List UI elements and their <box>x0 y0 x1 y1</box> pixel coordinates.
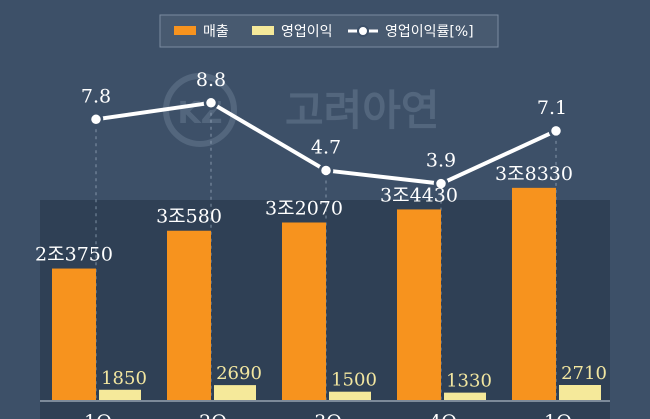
legend: 매출 영업이익 영업이익률[%] <box>159 14 499 48</box>
data-label-operating-profit: 1850 <box>101 368 147 389</box>
data-label-margin: 4.7 <box>311 136 341 158</box>
data-labels: 2조3750 1850 3조580 2690 3조2070 1500 3조4430 1330 3… <box>35 69 607 392</box>
data-label-sales: 3조2070 <box>265 197 343 219</box>
x-axis-ticks: 1Q 2Q 3Q 4Q 1Q <box>84 411 572 419</box>
margin-line-series <box>88 95 564 191</box>
legend-swatch-sales <box>174 26 196 35</box>
margin-point <box>88 112 104 127</box>
bars <box>40 187 610 402</box>
bar-sales <box>52 268 96 400</box>
x-tick-label: 2Q <box>199 411 227 419</box>
x-tick-label: 3Q <box>314 411 342 419</box>
x-tick-label: 1Q <box>84 411 112 419</box>
legend-label-sales: 매출 <box>203 24 229 40</box>
legend-swatch-operating-profit <box>252 26 274 35</box>
data-label-sales: 3조580 <box>156 206 222 228</box>
bar-operating-profit <box>444 392 486 400</box>
watermark: KZ 고려아연 <box>163 73 440 147</box>
bar-sales <box>282 222 326 400</box>
data-label-sales: 3조4430 <box>380 184 458 206</box>
data-label-margin: 7.1 <box>537 97 567 119</box>
bar-operating-profit <box>559 385 601 400</box>
legend-box <box>159 14 499 48</box>
margin-point <box>548 123 564 139</box>
data-label-sales: 3조8330 <box>495 163 573 185</box>
data-label-margin: 8.8 <box>196 69 226 91</box>
legend-label-margin: 영업이익률[%] <box>385 24 474 40</box>
legend-marker-margin <box>357 25 369 37</box>
bar-sales <box>512 187 556 400</box>
margin-point <box>433 176 449 191</box>
bar-sales <box>397 209 441 400</box>
legend-label-operating-profit: 영업이익 <box>281 24 333 40</box>
data-label-operating-profit: 2690 <box>216 363 262 384</box>
data-label-operating-profit: 2710 <box>561 363 607 384</box>
data-label-margin: 7.8 <box>81 85 111 107</box>
data-label-sales: 2조3750 <box>35 244 113 266</box>
margin-point <box>318 163 334 178</box>
data-label-margin: 3.9 <box>426 150 456 172</box>
watermark-text: 고려아연 <box>285 86 440 135</box>
bar-operating-profit <box>99 389 141 400</box>
data-label-operating-profit: 1330 <box>446 371 492 392</box>
x-tick-label: 4Q <box>429 411 457 419</box>
margin-point <box>203 95 219 111</box>
bar-sales <box>167 230 211 400</box>
data-label-operating-profit: 1500 <box>331 370 377 391</box>
bar-operating-profit <box>329 391 371 400</box>
bar-operating-profit <box>214 385 256 400</box>
x-tick-label: 1Q <box>544 411 572 419</box>
